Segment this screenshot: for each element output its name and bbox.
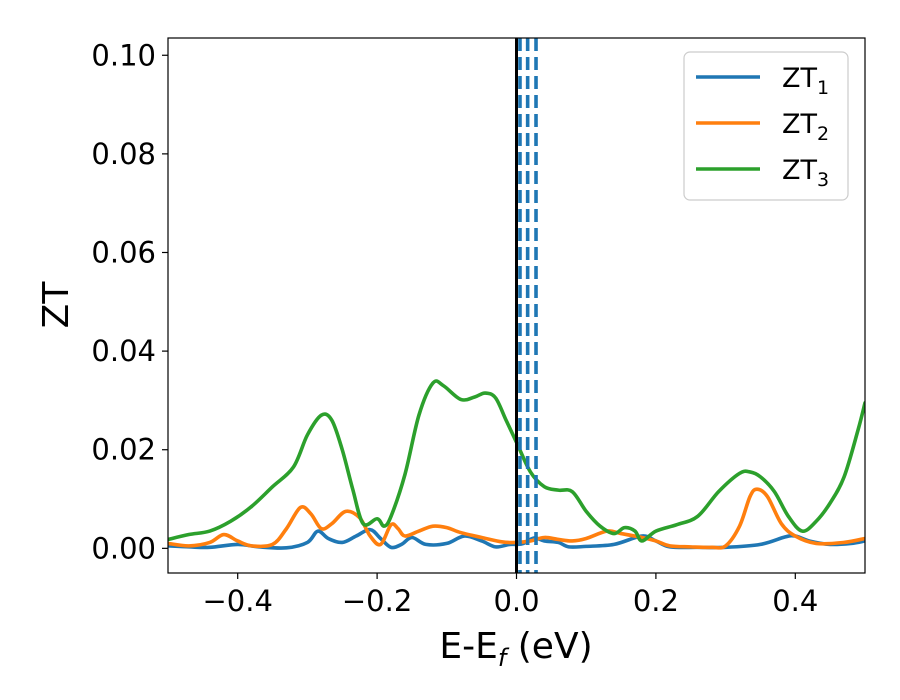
y-tick-label: 0.06 (91, 235, 156, 269)
legend-label-zt1: ZT1 (782, 63, 829, 99)
x-axis-label: E-Ef (eV) (439, 626, 592, 672)
x-tick-label: −0.4 (202, 584, 272, 618)
y-tick-label: 0.02 (91, 433, 156, 467)
legend-label-zt2: ZT2 (782, 109, 829, 145)
y-axis-label: ZT (36, 281, 77, 329)
legend-label-subscript: 3 (817, 169, 829, 191)
y-tick-label: 0.10 (91, 38, 156, 72)
legend-label-main: ZT (782, 155, 817, 186)
x-tick-label: 0.2 (633, 584, 679, 618)
legend-label-main: ZT (782, 63, 817, 94)
legend-label-zt3: ZT3 (782, 155, 829, 191)
series-line-zt1 (168, 527, 865, 550)
legend-frame (683, 51, 849, 201)
series-line-zt2 (168, 487, 865, 550)
x-axis-label-main: E-E (439, 626, 497, 667)
x-tick-label: 0.0 (493, 584, 539, 618)
y-tick-label: 0.00 (91, 531, 156, 565)
plot-data-layer (168, 38, 865, 573)
axis-ticks: −0.4 −0.2 0.0 0.2 0.4 0.00 0.02 0.04 0.06 0.08 0.1… (91, 38, 818, 618)
y-tick-label: 0.04 (91, 334, 156, 368)
legend-label-subscript: 2 (817, 123, 829, 145)
y-tick-label: 0.08 (91, 137, 156, 171)
legend-label-subscript: 1 (817, 77, 829, 99)
x-axis-label-unit: (eV) (506, 626, 592, 667)
x-tick-label: −0.2 (342, 584, 412, 618)
x-tick-label: 0.4 (772, 584, 818, 618)
legend-label-main: ZT (782, 109, 817, 140)
